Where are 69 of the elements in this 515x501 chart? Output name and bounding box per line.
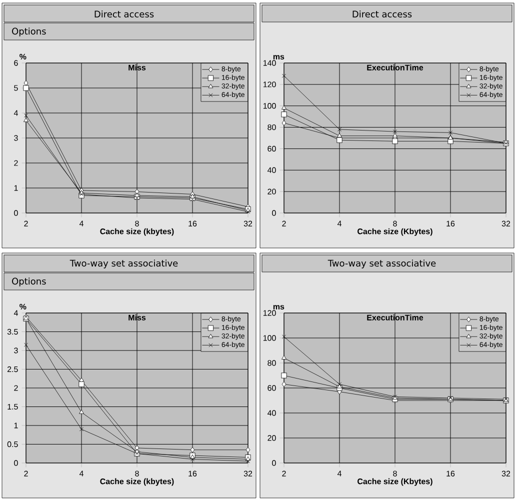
x-tick-label: 16 (188, 220, 197, 226)
y-tick-label: 4 (14, 110, 18, 116)
x-tick-label: 4 (337, 220, 342, 226)
y-tick-label: 40 (267, 410, 276, 416)
text: Options (12, 278, 46, 286)
y-tick-label: 20 (268, 435, 276, 441)
chart-subtitle: Miss (128, 314, 146, 320)
y-tick-label: 100 (263, 103, 276, 109)
x-tick-label: 2 (24, 220, 28, 226)
y-tick-label: 20 (268, 188, 276, 194)
x-tick-label: 2 (24, 470, 28, 476)
y-tick-label: 2 (14, 385, 18, 391)
x-tick-label: 2 (282, 220, 286, 226)
y-tick-label: 100 (263, 335, 276, 341)
y-axis-title: % (20, 54, 26, 60)
y-tick-label: 1 (14, 185, 18, 191)
x-tick-label: 16 (188, 470, 197, 476)
chart-title: Direct access (352, 10, 412, 18)
y-tick-label: 80 (268, 360, 276, 366)
x-axis-title: Cache size (kbytes) (100, 478, 174, 486)
x-axis-title: Cache size (Kbytes) (358, 228, 432, 236)
chart-title: Two-way set associative (70, 260, 178, 268)
y-tick-label: 0 (14, 460, 18, 466)
y-tick-label: 2 (14, 160, 18, 166)
y-tick-label: 3.5 (7, 328, 18, 335)
y-axis-title: ms (273, 55, 284, 60)
y-tick-label: 6 (14, 60, 18, 66)
text: Options (12, 28, 46, 36)
y-tick-label: 0.5 (7, 441, 18, 448)
y-tick-label: 1.5 (8, 404, 18, 410)
x-tick-label: 16 (446, 220, 455, 226)
x-tick-label: 32 (244, 470, 252, 476)
y-tick-label: 4 (14, 310, 18, 316)
y-tick-label: 120 (263, 310, 276, 316)
x-tick-label: 8 (393, 220, 397, 226)
y-axis-title: % (20, 304, 26, 310)
x-tick-label: 16 (446, 470, 455, 476)
x-tick-label: 4 (79, 220, 84, 226)
x-tick-label: 2 (282, 470, 286, 476)
chart-title: Two-way set associative (328, 260, 436, 268)
y-tick-label: 5 (14, 85, 18, 91)
x-tick-label: 4 (337, 470, 342, 476)
y-tick-label: 0 (272, 460, 276, 466)
y-axis-title: ms (273, 305, 284, 310)
x-tick-label: 32 (502, 220, 510, 226)
chart-subtitle: Miss (128, 64, 146, 70)
y-tick-label: 60 (268, 385, 276, 391)
x-tick-label: 32 (502, 470, 510, 476)
x-tick-label: 8 (135, 220, 139, 226)
y-tick-label: 60 (268, 146, 276, 152)
x-tick-label: 8 (393, 470, 397, 476)
y-tick-label: 3 (14, 348, 18, 354)
x-tick-label: 4 (79, 470, 84, 476)
y-tick-label: 120 (263, 82, 276, 88)
x-axis-title: Cache size (Kbytes) (358, 478, 432, 486)
y-tick-label: 40 (267, 167, 276, 173)
y-tick-label: 140 (263, 60, 276, 66)
x-tick-label: 8 (135, 470, 139, 476)
y-tick-label: 80 (268, 124, 276, 130)
chart-subtitle: ExecutionTime (367, 314, 424, 320)
y-tick-label: 2.5 (7, 366, 18, 372)
x-tick-label: 32 (244, 220, 252, 226)
chart-title: Direct access (94, 10, 154, 18)
y-tick-label: 0 (272, 210, 276, 216)
y-tick-label: 1 (14, 422, 18, 428)
y-tick-label: 3 (14, 135, 18, 141)
chart-subtitle: ExecutionTime (367, 64, 424, 70)
y-tick-label: 0 (14, 210, 18, 216)
x-axis-title: Cache size (kbytes) (100, 228, 174, 236)
